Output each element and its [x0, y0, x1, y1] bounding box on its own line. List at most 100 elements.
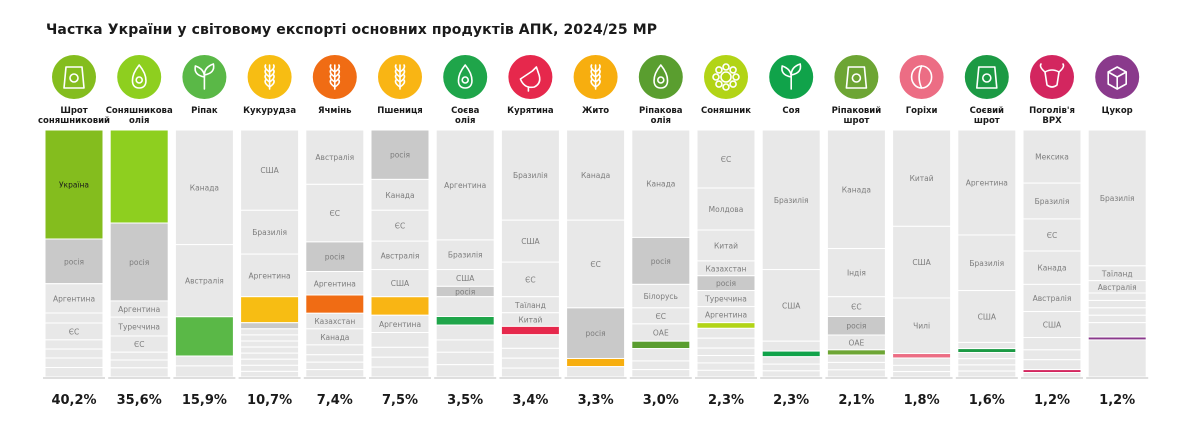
segment	[1022, 336, 1082, 351]
segment-label: Бразилія	[513, 171, 548, 180]
segment	[435, 296, 495, 317]
category-label: Горіхи	[906, 105, 938, 116]
segment	[631, 129, 691, 238]
segment-label: Бразилія	[969, 259, 1004, 268]
segment-label: Бразилія	[774, 196, 809, 205]
segment	[240, 253, 300, 298]
segment-label: Таїланд	[1101, 269, 1133, 278]
share-label: 1,2%	[1034, 393, 1070, 408]
segment-label: Аргентина	[249, 271, 291, 280]
share-label: 7,5%	[382, 393, 418, 408]
segment	[631, 236, 691, 285]
segment-label: ЄС	[134, 340, 144, 349]
segment-label: Австралія	[315, 153, 354, 162]
segment	[44, 283, 104, 314]
chart-column: Пшениця росія Канада ЄС Австралія США Аргентин…	[369, 55, 431, 408]
segment-label: росія	[390, 151, 410, 160]
share-label: 1,2%	[1099, 393, 1135, 408]
category-label: олія	[455, 115, 475, 126]
segment-label: ЄС	[851, 303, 861, 312]
segment	[957, 129, 1017, 236]
segment	[305, 361, 365, 371]
segment-label: Україна	[59, 180, 89, 189]
segment-label: Канада	[646, 180, 675, 189]
segment	[305, 354, 365, 363]
segment-label: ЄС	[590, 260, 600, 269]
segment	[1022, 349, 1082, 361]
segment-label: Аргентина	[966, 178, 1008, 187]
segment-ukraine	[826, 349, 886, 356]
segment-ukraine	[240, 296, 300, 324]
segment-label: Китай	[518, 316, 542, 325]
segment-label: Китай	[714, 241, 738, 250]
share-label: 7,4%	[317, 393, 353, 408]
segment	[957, 352, 1017, 360]
soybean-meal-bag-icon	[964, 55, 1009, 99]
segment-ukraine	[957, 348, 1017, 354]
segment	[892, 297, 952, 355]
segment	[696, 362, 756, 371]
segment	[44, 357, 104, 369]
segment-label: Чилі	[913, 322, 930, 331]
segment-label: ЄС	[656, 312, 666, 321]
chart-column: Ріпак Канада Австралія 15,9%	[173, 55, 236, 408]
segment	[240, 328, 300, 336]
segment	[240, 352, 300, 360]
segment	[44, 238, 104, 285]
segment	[826, 361, 886, 371]
segment	[1022, 372, 1082, 378]
segment-label: США	[521, 237, 540, 246]
segment	[109, 359, 169, 369]
segment-label: США	[456, 274, 475, 283]
segment	[696, 369, 756, 378]
segment-ukraine	[44, 129, 104, 240]
segment	[1087, 322, 1147, 338]
share-label: 3,5%	[447, 393, 483, 408]
segment-label: росія	[64, 257, 84, 266]
segment-label: ЄС	[330, 209, 340, 218]
category-label: олія	[651, 115, 671, 126]
soy-oil-drop-icon	[443, 55, 488, 99]
segment	[957, 290, 1017, 343]
share-label: 40,2%	[51, 393, 96, 408]
category-label: Соєва	[451, 106, 479, 116]
chart-column: Кукурудза США Бразилія Аргентина 10,7%	[238, 55, 301, 408]
segment	[1022, 129, 1082, 184]
rapeseed-plant-icon	[182, 55, 227, 99]
segment-ukraine	[761, 350, 821, 358]
segment	[826, 354, 886, 363]
segment	[370, 332, 430, 348]
segment-label: Казахстан	[314, 317, 355, 326]
rapeseed-meal-bag-icon	[834, 55, 879, 99]
segment-ukraine	[500, 325, 560, 336]
chart-column: Горіхи Китай США Чилі 1,8%	[890, 55, 953, 408]
segment	[631, 360, 691, 371]
segment-label: росія	[455, 288, 475, 297]
segment	[305, 129, 365, 185]
segment-label: Бразилія	[1100, 194, 1135, 203]
segment-label: Канада	[320, 333, 349, 342]
segment	[696, 337, 756, 349]
segment-label: Австралія	[185, 277, 224, 286]
segment-label: Бразилія	[252, 228, 287, 237]
category-label: Цукор	[1102, 106, 1133, 116]
segment	[761, 363, 821, 372]
share-label: 2,1%	[838, 393, 874, 408]
segment	[957, 358, 1017, 366]
segment	[696, 229, 756, 262]
segment	[240, 129, 300, 211]
segment	[370, 346, 430, 358]
segment	[631, 369, 691, 378]
segment-label: США	[782, 301, 801, 310]
segment-label: росія	[129, 258, 149, 267]
segment-label: Канада	[385, 191, 414, 200]
segment	[892, 364, 952, 373]
segment	[500, 347, 560, 359]
share-label: 2,3%	[773, 393, 809, 408]
segment	[500, 367, 560, 378]
